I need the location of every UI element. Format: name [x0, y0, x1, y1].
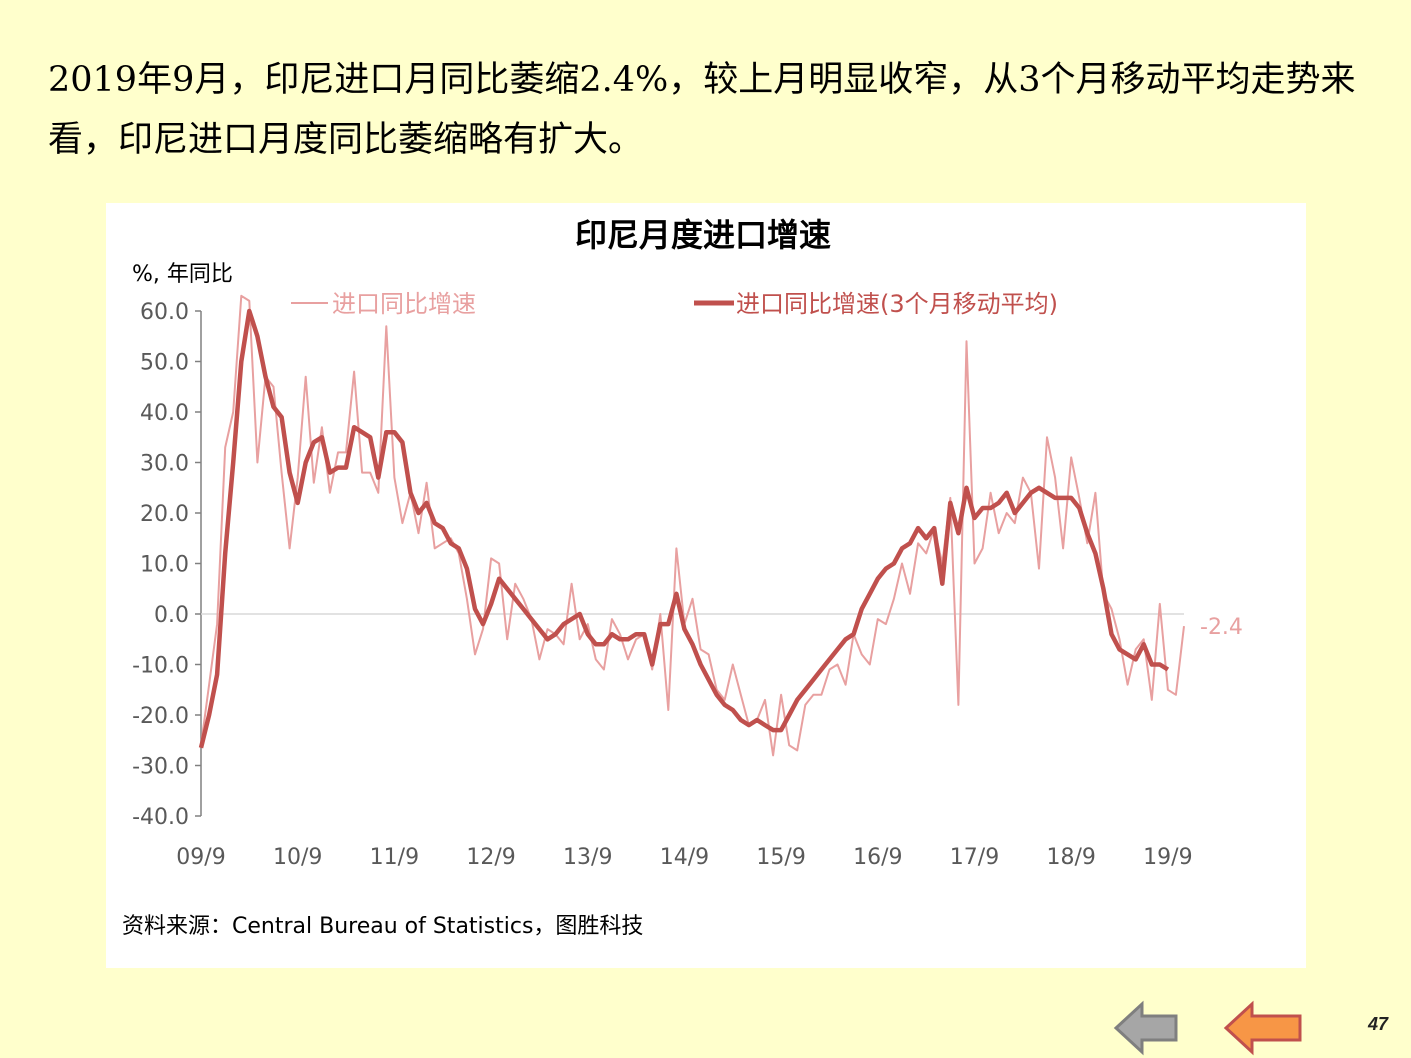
y-tick-label: -10.0	[132, 654, 189, 679]
y-tick-label: 30.0	[140, 452, 189, 477]
y-tick-label: 0.0	[154, 603, 189, 628]
x-tick-label: 10/9	[273, 845, 322, 870]
x-tick-label: 11/9	[370, 845, 419, 870]
next-slide-button[interactable]	[1222, 1000, 1306, 1056]
legend-label-ma: 进口同比增速(3个月移动平均)	[736, 290, 1058, 318]
series-line-raw	[200, 294, 1185, 757]
x-tick-label: 16/9	[853, 845, 902, 870]
source-note: 资料来源：Central Bureau of Statistics，图胜科技	[122, 914, 644, 939]
x-axis: 09/9 10/9 11/9 12/9 13/9 14/9 15/9 16/9 17/9 18/9…	[176, 613, 1193, 870]
series-line-ma	[198, 308, 1170, 749]
x-tick-label: 09/9	[176, 845, 225, 870]
legend-label-raw: 进口同比增速	[332, 290, 476, 318]
x-tick-label: 17/9	[950, 845, 999, 870]
x-tick-label: 13/9	[563, 845, 612, 870]
y-tick-label: 60.0	[140, 300, 189, 325]
series-group	[198, 294, 1185, 757]
y-tick-label: 20.0	[140, 502, 189, 527]
y-tick-label: 50.0	[140, 351, 189, 376]
chart-card: 印尼月度进口增速 %, 年同比 进口同比增速 进口同比增速(3个月移动平均) 6…	[106, 203, 1306, 968]
prev-slide-button[interactable]	[1112, 1000, 1182, 1056]
y-tick-label: -30.0	[132, 755, 189, 780]
chart-svg: 印尼月度进口增速 %, 年同比 进口同比增速 进口同比增速(3个月移动平均) 6…	[132, 216, 1243, 870]
page-number: 47	[1368, 1014, 1389, 1034]
headline-text: 2019年9月，印尼进口月同比萎缩2.4%，较上月明显收窄，从3个月移动平均走势…	[48, 60, 1356, 160]
chart-title: 印尼月度进口增速	[575, 216, 831, 254]
end-value-annotation: -2.4	[1200, 615, 1243, 640]
x-tick-label: 12/9	[466, 845, 515, 870]
y-tick-label: -20.0	[132, 704, 189, 729]
x-tick-label: 15/9	[756, 845, 805, 870]
y-axis-unit-label: %, 年同比	[132, 262, 233, 287]
x-tick-label: 14/9	[660, 845, 709, 870]
legend: 进口同比增速 进口同比增速(3个月移动平均)	[291, 290, 1058, 318]
y-tick-label: -40.0	[132, 805, 189, 830]
y-tick-label: 40.0	[140, 401, 189, 426]
y-tick-label: 10.0	[140, 553, 189, 578]
y-axis: 60.0 50.0 40.0 30.0 20.0 10.0 0.0 -10.0 -20.0 -30…	[132, 300, 202, 830]
x-tick-label: 18/9	[1046, 845, 1095, 870]
arrow-left-gray-icon	[1113, 1000, 1178, 1056]
x-tick-label: 19/9	[1143, 845, 1192, 870]
arrow-left-orange-icon	[1223, 1000, 1302, 1056]
